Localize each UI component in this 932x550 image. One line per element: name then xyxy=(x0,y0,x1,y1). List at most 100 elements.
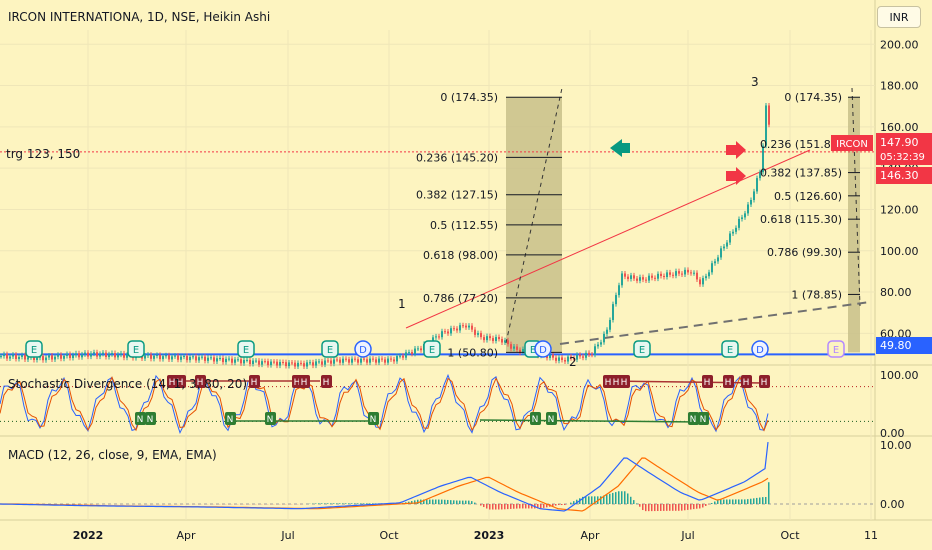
candle-body xyxy=(240,359,242,364)
macd-histogram-bar xyxy=(444,499,446,504)
macd-histogram-bar xyxy=(606,494,608,504)
macd-histogram-bar xyxy=(441,499,443,504)
fib-label-left: 1 (50.80) xyxy=(447,346,498,359)
earnings-marker xyxy=(127,340,145,358)
candle-body xyxy=(252,360,254,364)
candle-body xyxy=(636,278,638,281)
stoch-low-marker xyxy=(225,412,236,425)
candle-body xyxy=(144,355,146,359)
macd-histogram-bar xyxy=(438,499,440,504)
candle-body xyxy=(495,337,497,342)
candle-body xyxy=(324,360,326,365)
macd-histogram-bar xyxy=(504,504,506,510)
candle-body xyxy=(576,354,578,360)
candle-body xyxy=(600,342,602,345)
macd-histogram-bar xyxy=(609,493,611,504)
stoch-label[interactable]: Stochastic Divergence (14, 1, 3, 80, 20) xyxy=(8,377,247,391)
stoch-high-marker-letter: H xyxy=(169,378,176,388)
macd-histogram-bar xyxy=(492,504,494,510)
candle-body xyxy=(459,325,461,331)
candle-body xyxy=(60,354,62,359)
candle-body xyxy=(573,358,575,360)
trend-line xyxy=(405,149,811,329)
candle-body xyxy=(471,325,473,330)
macd-histogram-bar xyxy=(750,498,752,504)
candle-body xyxy=(267,361,269,366)
candle-body xyxy=(399,355,401,357)
macd-histogram-bar xyxy=(468,500,470,504)
candle-body xyxy=(687,269,689,273)
stoch-high-marker xyxy=(195,375,206,388)
candle-body xyxy=(486,336,488,341)
stoch-high-marker xyxy=(299,375,310,388)
candle-body xyxy=(585,352,587,358)
macd-histogram-bar xyxy=(756,497,758,504)
price-tick: 180.00 xyxy=(880,80,919,93)
candle-body xyxy=(306,362,308,367)
macd-histogram-bar xyxy=(759,497,761,504)
stoch-low-marker-letter: N xyxy=(690,415,697,425)
currency-button[interactable]: INR xyxy=(877,6,921,28)
macd-histogram-bar xyxy=(540,504,542,509)
candle-body xyxy=(348,359,350,363)
candle-body xyxy=(183,355,185,357)
macd-histogram-bar xyxy=(432,499,434,504)
candle-body xyxy=(444,331,446,333)
macd-histogram-bar xyxy=(702,504,704,508)
candle-body xyxy=(411,352,413,354)
candle-body xyxy=(21,355,23,357)
macd-histogram-bar xyxy=(345,503,347,504)
price-tick: 200.00 xyxy=(880,38,919,51)
macd-histogram-bar xyxy=(585,496,587,504)
macd-histogram-bar xyxy=(453,500,455,504)
stoch-high-marker xyxy=(759,375,770,388)
candle-body xyxy=(522,348,524,353)
event-marker-letter: D xyxy=(756,345,764,356)
macd-histogram-bar xyxy=(450,500,452,504)
last-price-badge xyxy=(876,133,932,165)
stoch-high-marker-letter: H xyxy=(704,378,711,388)
macd-histogram-bar xyxy=(687,504,689,510)
fib-label-right: 0.786 (99.30) xyxy=(767,246,842,259)
candle-body xyxy=(570,356,572,359)
macd-histogram-bar xyxy=(531,504,533,509)
macd-histogram-bar xyxy=(621,491,623,504)
macd-histogram-bar xyxy=(693,504,695,510)
stoch-high-marker-letter: H xyxy=(323,378,330,388)
candle-body xyxy=(714,261,716,264)
candle-body xyxy=(177,355,179,360)
macd-line xyxy=(0,442,769,512)
candle-body xyxy=(303,363,305,367)
stoch-high-marker-letter: H xyxy=(613,378,620,388)
macd-histogram-bar xyxy=(744,499,746,504)
macd-histogram-bar xyxy=(423,499,425,504)
earnings-marker xyxy=(721,340,739,358)
candle-body xyxy=(597,344,599,347)
candle-body xyxy=(84,352,86,355)
stoch-high-marker-letter: H xyxy=(294,378,301,388)
candle-body xyxy=(231,358,233,363)
fib-label-right: 1 (78.85) xyxy=(791,288,842,301)
candle-body xyxy=(618,285,620,296)
macd-label[interactable]: MACD (12, 26, close, 9, EMA, EMA) xyxy=(8,448,217,462)
candle-body xyxy=(738,218,740,228)
candle-body xyxy=(384,359,386,363)
macd-histogram-bar xyxy=(657,504,659,512)
earnings-marker xyxy=(827,340,845,358)
macd-histogram-bar xyxy=(690,504,692,510)
candle-body xyxy=(678,271,680,274)
candle-body xyxy=(333,359,335,364)
candle-body xyxy=(75,353,77,356)
event-marker-letter: E xyxy=(530,345,536,356)
time-tick: Apr xyxy=(580,529,600,542)
macd-histogram-bar xyxy=(522,504,524,509)
macd-histogram-bar xyxy=(660,504,662,511)
event-marker-letter: E xyxy=(133,345,139,356)
earnings-marker xyxy=(633,340,651,358)
price-tick: 80.00 xyxy=(880,286,912,299)
candle-body xyxy=(12,354,14,357)
candle-body xyxy=(750,199,752,205)
candle-body xyxy=(96,352,98,357)
candle-body xyxy=(93,352,95,354)
